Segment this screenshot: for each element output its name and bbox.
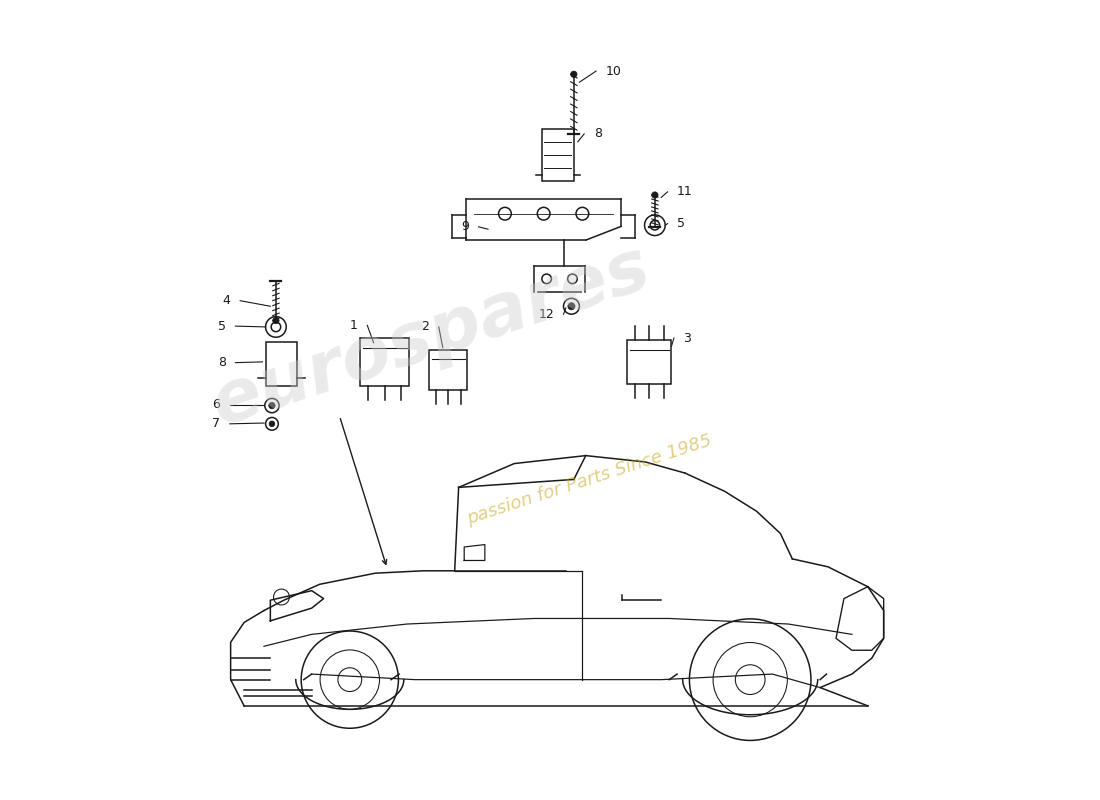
Text: 12: 12 [538,308,554,321]
Text: 10: 10 [606,65,621,78]
Text: 11: 11 [678,186,693,198]
Text: 8: 8 [218,356,226,369]
Text: 4: 4 [223,294,231,307]
Text: 1: 1 [350,319,358,332]
Text: 9: 9 [461,220,469,234]
Text: passion for Parts Since 1985: passion for Parts Since 1985 [465,431,715,528]
Text: 5: 5 [218,320,226,333]
Circle shape [571,71,578,78]
Text: eurospares: eurospares [204,233,659,440]
Circle shape [273,318,279,324]
Text: 5: 5 [678,217,685,230]
Text: 2: 2 [421,321,429,334]
Text: 6: 6 [212,398,220,411]
Text: 7: 7 [212,418,220,430]
Circle shape [568,302,575,310]
Circle shape [268,402,275,409]
Circle shape [651,192,658,198]
Text: 8: 8 [594,127,602,140]
Circle shape [270,421,275,426]
Text: 3: 3 [683,331,691,345]
